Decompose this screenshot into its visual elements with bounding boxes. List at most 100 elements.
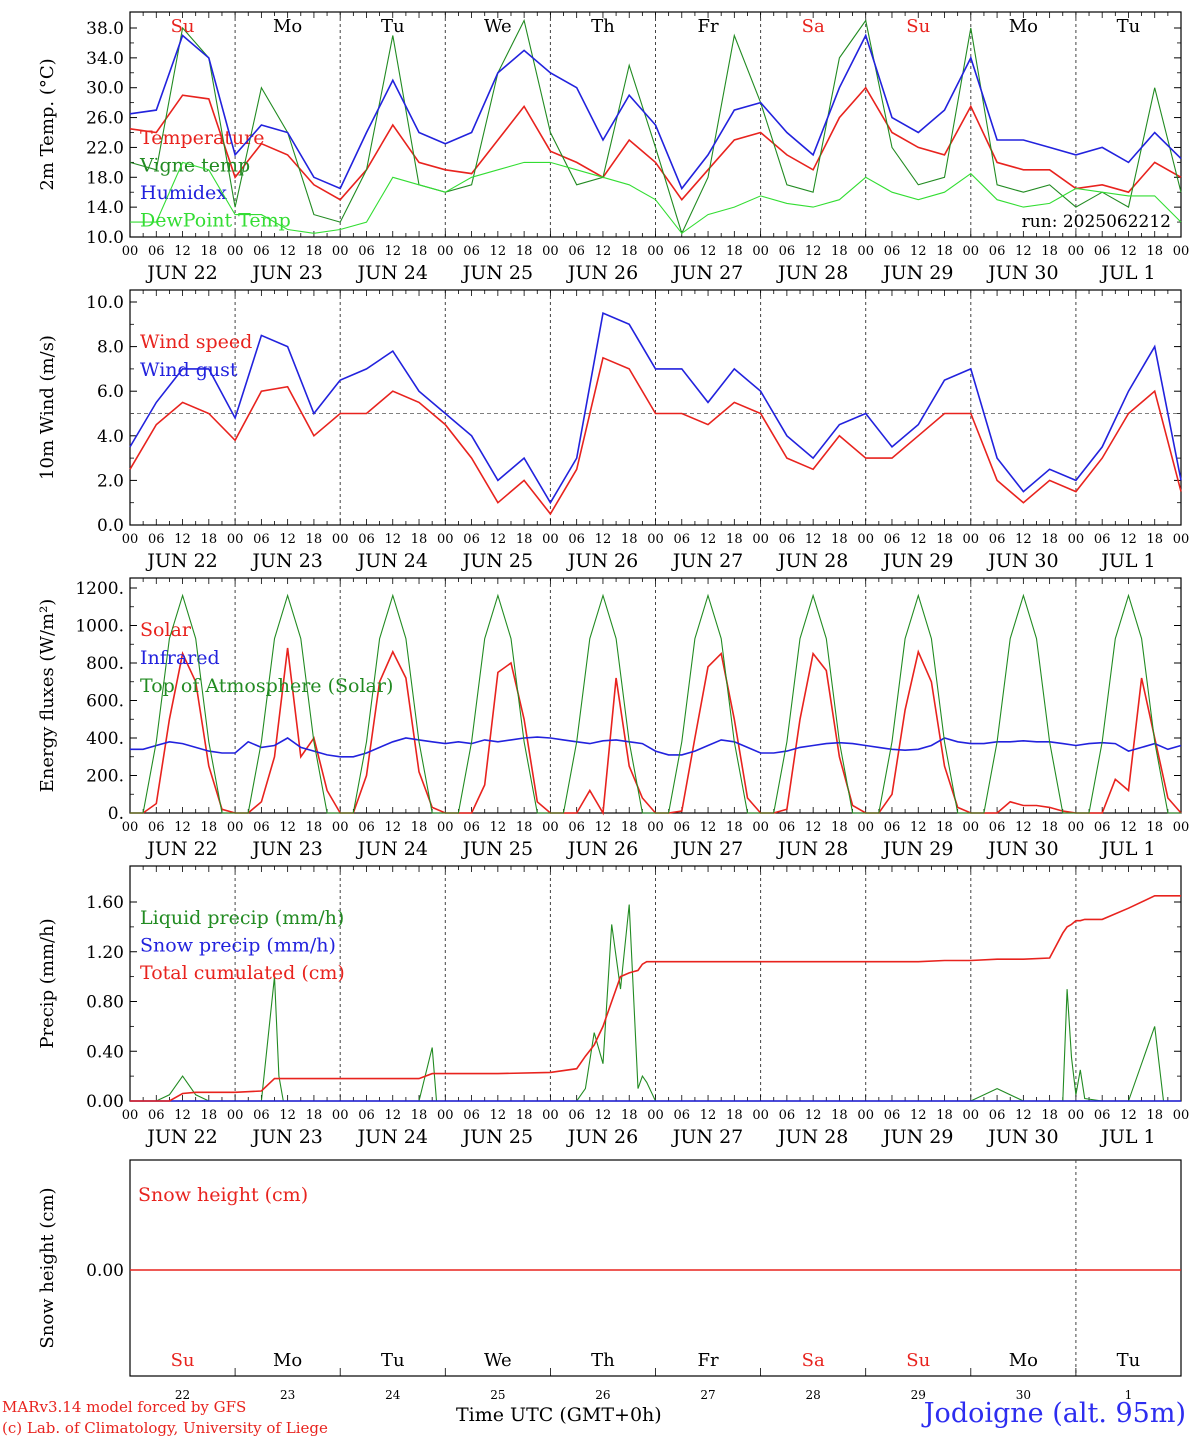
temp-ytick-label: 30.0 [86,79,124,99]
energy-hour-label: 06 [253,820,270,835]
wind-hour-label: 00 [752,532,769,547]
wind-hour-label: 06 [463,532,480,547]
wind-ytick-label: 8.0 [97,338,124,358]
energy-date-label: JUN 30 [986,838,1058,860]
energy-ytick-label: 0. [108,804,124,824]
snow-day-name: Tu [1117,1350,1141,1371]
energy-hour-label: 18 [306,820,323,835]
precip-ytick-label: 0.40 [86,1042,124,1062]
temp-hour-label: 00 [542,244,559,259]
temp-hour-label: 18 [201,244,218,259]
temp-hour-label: 06 [463,244,480,259]
energy-date-label: JUN 25 [461,838,533,860]
wind-hour-label: 00 [122,532,139,547]
snow-day-number: 23 [280,1388,295,1402]
precip-hour-label: 06 [463,1108,480,1123]
temp-hour-label: 12 [910,244,927,259]
temp-ytick-label: 34.0 [86,49,124,69]
energy-date-label: JUN 26 [566,838,638,860]
snow-day-number: 22 [175,1388,190,1402]
wind-hour-label: 00 [647,532,664,547]
temp-ytick-label: 26.0 [86,109,124,129]
temp-hour-label: 06 [989,244,1006,259]
wind-hour-label: 12 [490,532,507,547]
temp-date-label: JUN 25 [461,262,533,284]
energy-hour-label: 06 [674,820,691,835]
wind-hour-label: 18 [936,532,953,547]
energy-hour-label: 06 [779,820,796,835]
precip-date-label: JUN 27 [671,1126,743,1148]
precip-hour-label: 06 [568,1108,585,1123]
wind-hour-label: 06 [1094,532,1111,547]
precip-legend-entry: Total cumulated (cm) [140,962,345,984]
snow-day-number: 27 [700,1388,715,1402]
temp-day-name: Tu [381,16,405,37]
energy-hour-label: 18 [936,820,953,835]
temp-hour-label: 18 [516,244,533,259]
wind-hour-label: 00 [437,532,454,547]
energy-hour-label: 00 [332,820,349,835]
wind-hour-label: 12 [279,532,296,547]
snow-day-name: Tu [381,1350,405,1371]
precip-hour-label: 00 [647,1108,664,1123]
temp-day-name: Mo [1009,16,1038,37]
energy-hour-label: 06 [463,820,480,835]
temp-date-label: JUN 22 [145,262,217,284]
temp-hour-label: 00 [752,244,769,259]
wind-hour-label: 00 [1068,532,1085,547]
precip-date-label: JUN 26 [566,1126,638,1148]
snow-day-number: 24 [385,1388,401,1402]
precip-hour-label: 06 [358,1108,375,1123]
temp-hour-label: 12 [490,244,507,259]
temp-ylabel: 2m Temp. (°C) [37,58,58,190]
energy-hour-label: 00 [963,820,980,835]
precip-hour-label-final: 00 [1173,1108,1190,1123]
precip-hour-label: 12 [490,1108,507,1123]
precip-hour-label: 06 [1094,1108,1111,1123]
wind-date-label: JUN 23 [250,550,322,572]
temp-date-label: JUN 30 [986,262,1058,284]
temp-date-label: JUN 28 [776,262,848,284]
temp-hour-label: 00 [122,244,139,259]
precip-legend-entry: Liquid precip (mm/h) [140,907,344,929]
temp-hour-label: 18 [621,244,638,259]
energy-hour-label: 12 [805,820,822,835]
temp-day-name: Th [591,16,615,37]
snow-day-number: 25 [490,1388,505,1402]
energy-hour-label: 18 [411,820,428,835]
temp-hour-label: 00 [963,244,980,259]
temp-series-dewpoint-temp [130,161,1182,235]
model-credit: MARv3.14 model forced by GFS [2,1398,247,1416]
temp-date-label: JUN 23 [250,262,322,284]
temp-day-name: Mo [273,16,302,37]
snow-day-number: 1 [1125,1388,1133,1402]
precip-hour-label: 18 [516,1108,533,1123]
precip-ytick-label: 1.60 [86,893,124,913]
temp-hour-label: 12 [174,244,191,259]
wind-date-label: JUN 30 [986,550,1058,572]
wind-ytick-label: 4.0 [97,427,124,447]
snow-day-name: Mo [1009,1350,1038,1371]
temp-ytick-label: 18.0 [86,168,124,188]
snow-day-name: Su [906,1350,930,1371]
precip-series-liquid-precip-mm-h- [130,904,1181,1102]
precip-hour-label: 12 [910,1108,927,1123]
wind-date-label: JUN 26 [566,550,638,572]
precip-date-label: JUN 25 [461,1126,533,1148]
temp-hour-label: 18 [831,244,848,259]
precip-date-label: JUN 30 [986,1126,1058,1148]
temp-series-humidex [129,33,1182,191]
temp-hour-label: 00 [437,244,454,259]
precip-ytick-label: 0.80 [86,993,124,1013]
energy-hour-label: 06 [1094,820,1111,835]
energy-date-label: JUN 23 [250,838,322,860]
temp-ytick-label: 22.0 [86,138,124,158]
wind-hour-label: 12 [595,532,612,547]
energy-hour-label: 12 [384,820,401,835]
energy-legend-entry: Solar [140,619,192,641]
energy-hour-label: 12 [1015,820,1032,835]
wind-hour-label: 06 [674,532,691,547]
energy-hour-label: 00 [542,820,559,835]
wind-ytick-label: 10.0 [86,293,124,313]
